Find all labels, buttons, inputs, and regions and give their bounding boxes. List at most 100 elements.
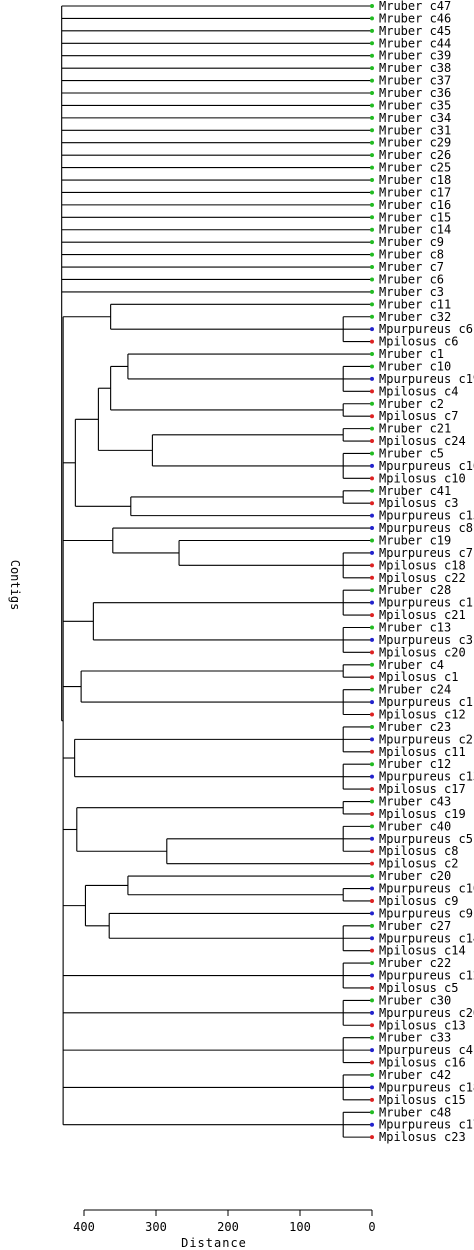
leaf-label: Mpilosus c10 [379,471,466,485]
leaf-label: Mruber c33 [379,1031,451,1045]
leaf-label: Mruber c26 [379,148,451,162]
leaf-label: Mpurpureus c9 [379,906,473,920]
leaf-dot [370,749,374,754]
leaf-label: Mruber c11 [379,297,451,311]
leaf-label: Mruber c42 [379,1068,451,1082]
leaf-label: Mruber c36 [379,86,451,100]
leaf-label: Mpurpureus c1 [379,596,473,610]
leaf-label: Mruber c28 [379,583,451,597]
leaf-label: Mruber c12 [379,757,451,771]
leaf-dot [370,389,374,394]
leaf-label: Mruber c2 [379,397,444,411]
leaf-label: Mpurpureus c4 [379,1043,473,1057]
leaf-dot [370,165,374,170]
leaf-dot [370,16,374,21]
leaf-label: Mpurpureus c14 [379,931,474,945]
leaf-dot [370,91,374,96]
leaf-dot [370,501,374,506]
leaf-dot [370,401,374,406]
leaf-dot [370,973,374,978]
leaf-label: Mpurpureus c20 [379,1006,474,1020]
leaf-label: Mpilosus c8 [379,844,458,858]
leaf-label: Mruber c32 [379,310,451,324]
leaf-dot [370,824,374,829]
leaf-label: Mruber c20 [379,869,451,883]
leaf-label: Mruber c15 [379,210,451,224]
leaf-label: Mruber c4 [379,658,444,672]
leaf-label: Mpilosus c11 [379,745,466,759]
leaf-dot [370,911,374,916]
leaf-dot [370,339,374,344]
leaf-label: Mruber c10 [379,359,451,373]
leaf-dot [370,700,374,705]
leaf-dot [370,1035,374,1040]
leaf-label: Mruber c30 [379,993,451,1007]
leaf-dot [370,140,374,145]
leaf-label: Mruber c44 [379,36,451,50]
leaf-dot [370,985,374,990]
leaf-dot [370,1010,374,1015]
leaf-label: Mpurpureus c11 [379,695,474,709]
leaf-label: Mruber c48 [379,1105,451,1119]
tick-label: 200 [217,1220,239,1234]
leaf-dot [370,265,374,270]
leaf-label: Mpurpureus c5 [379,832,473,846]
leaf-label: Mruber c21 [379,422,451,436]
leaf-label: Mpilosus c13 [379,1018,466,1032]
leaf-dot [370,588,374,593]
y-axis-title: Contigs [8,560,22,611]
leaf-label: Mruber c47 [379,0,451,13]
leaf-label: Mruber c19 [379,533,451,547]
leaf-dot [370,463,374,468]
tick-label: 0 [368,1220,375,1234]
leaf-label: Mpilosus c9 [379,894,458,908]
leaf-dot [370,476,374,481]
leaf-label: Mpurpureus c7 [379,546,473,560]
leaf-dot [370,811,374,816]
leaf-dot [370,1048,374,1053]
leaf-label: Mpilosus c21 [379,608,466,622]
leaf-dot [370,662,374,667]
leaf-label: Mpilosus c14 [379,944,466,958]
leaf-dot [370,1110,374,1115]
leaf-dot [370,799,374,804]
leaf-dot [370,675,374,680]
leaf-label: Mruber c46 [379,11,451,25]
leaf-label: Mpurpureus c10 [379,882,474,896]
leaf-label: Mruber c37 [379,74,451,88]
tick-label: 300 [145,1220,167,1234]
leaf-dot [370,4,374,8]
leaf-dot [370,861,374,866]
leaf-label: Mruber c40 [379,819,451,833]
leaf-dot [370,215,374,220]
leaf-label: Mruber c9 [379,235,444,249]
leaf-dot [370,998,374,1003]
leaf-label: Mruber c43 [379,795,451,809]
leaf-label: Mpilosus c17 [379,782,466,796]
leaf-label: Mruber c17 [379,185,451,199]
leaf-label: Mpurpureus c8 [379,521,473,535]
leaf-dot [370,78,374,83]
tick-label: 400 [73,1220,95,1234]
leaf-label: Mruber c3 [379,285,444,299]
leaf-label: Mruber c31 [379,123,451,137]
leaf-dot [370,252,374,257]
leaf-label: Mpilosus c15 [379,1093,466,1107]
leaf-label: Mpilosus c16 [379,1056,466,1070]
distance-axis: 400 300 200 100 0 [73,1209,376,1234]
leaf-label: Mruber c25 [379,161,451,175]
leaf-dot [370,961,374,966]
leaf-label: Mpurpureus c13 [379,770,474,784]
leaf-label: Mpilosus c4 [379,384,458,398]
tick-label: 100 [289,1220,311,1234]
leaf-dot [370,712,374,717]
leaf-label: Mruber c6 [379,272,444,286]
leaf-label: Mruber c24 [379,683,451,697]
leaf-label: Mruber c45 [379,24,451,38]
leaf-label: Mruber c35 [379,98,451,112]
leaf-dot [370,836,374,841]
leaf-dot [370,724,374,729]
leaf-dot [370,488,374,493]
